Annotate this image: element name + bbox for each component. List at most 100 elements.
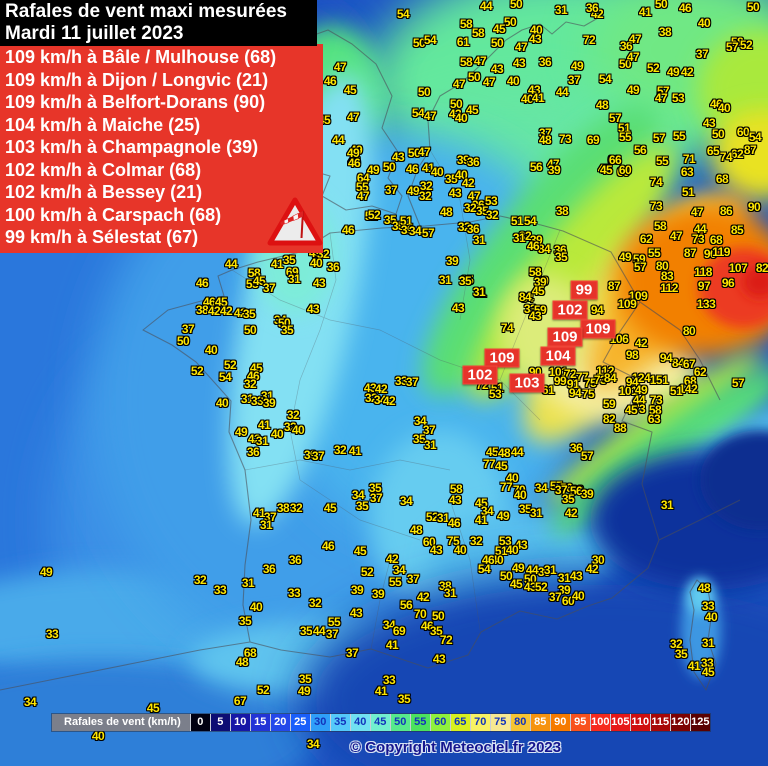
station-value: 31 [260, 389, 274, 403]
station-value: 43 [349, 606, 363, 620]
station-value: 86 [719, 204, 733, 218]
station-value: 53 [484, 194, 498, 208]
station-value: 36 [246, 445, 260, 459]
station-value: 109 [617, 297, 637, 311]
station-value: 32 [418, 189, 432, 203]
station-value: 49 [234, 425, 248, 439]
station-value: 32 [308, 596, 322, 610]
station-value: 58 [459, 55, 473, 69]
station-value: 84 [671, 356, 685, 370]
station-value: 46 [709, 97, 723, 111]
station-value: 33 [250, 394, 264, 408]
record-line: 109 km/h à Dijon / Longvic (21) [5, 69, 269, 90]
station-value: 39 [537, 565, 551, 579]
station-value: 37 [554, 483, 568, 497]
station-value: 38 [555, 204, 569, 218]
station-value: 43 [391, 150, 405, 164]
station-value: 35 [282, 253, 296, 267]
station-value: 73 [593, 373, 607, 387]
station-value: 36 [553, 243, 567, 257]
station-value: 39 [303, 448, 317, 462]
station-value: 57 [608, 111, 622, 125]
station-value: 52 [190, 364, 204, 378]
station-value: 42 [385, 552, 399, 566]
station-value: 33 [394, 374, 408, 388]
highlight-value: 103 [509, 373, 545, 393]
station-value: 67 [682, 357, 696, 371]
station-value: 42 [219, 304, 233, 318]
station-value: 58 [471, 26, 485, 40]
station-value: 90 [747, 200, 761, 214]
station-value: 45 [701, 665, 715, 679]
station-value: 53 [671, 91, 685, 105]
station-value: 37 [181, 322, 195, 336]
station-value: 96 [721, 276, 735, 290]
station-value: 60 [561, 594, 575, 608]
highlight-value: 109 [547, 327, 583, 347]
station-value: 40 [291, 423, 305, 437]
station-value: 82 [755, 261, 768, 275]
station-value: 77 [575, 370, 589, 384]
station-value: 47 [669, 229, 683, 243]
station-value: 41 [374, 684, 388, 698]
station-value: 41 [252, 506, 266, 520]
station-value: 42 [680, 65, 694, 79]
station-value: 40 [204, 343, 218, 357]
station-value: 69 [586, 133, 600, 147]
station-value: 46 [447, 516, 461, 530]
station-value: 43 [448, 186, 462, 200]
station-value: 42 [382, 394, 396, 408]
station-value: 36 [538, 55, 552, 69]
station-value: 34 [408, 224, 422, 238]
station-value: 50 [467, 70, 481, 84]
station-value: 37 [311, 449, 325, 463]
station-value: 39 [456, 153, 470, 167]
legend-cell: 25 [289, 714, 310, 731]
station-value: 64 [356, 171, 370, 185]
station-value: 46 [405, 162, 419, 176]
station-value: 62 [730, 147, 744, 161]
station-value: 40 [506, 74, 520, 88]
station-value: 55 [647, 246, 661, 260]
station-value: 41 [638, 5, 652, 19]
station-value: 68 [709, 233, 723, 247]
station-value: 73 [632, 402, 646, 416]
station-value: 50 [499, 569, 513, 583]
station-value: 32 [333, 443, 347, 457]
department-borders [231, 149, 561, 650]
legend-cell: 70 [469, 714, 490, 731]
legend-cell: 40 [349, 714, 370, 731]
station-value: 35 [429, 624, 443, 638]
station-value: 55 [355, 180, 369, 194]
station-value: 49 [406, 184, 420, 198]
station-value: 57 [549, 479, 563, 493]
station-value: 37 [262, 281, 276, 295]
station-value: 46 [341, 223, 355, 237]
station-value: 43 [490, 62, 504, 76]
station-value: 70 [512, 483, 526, 497]
station-value: 41 [257, 418, 271, 432]
station-value: 35 [412, 432, 426, 446]
station-value: 35 [280, 323, 294, 337]
station-value: 36 [619, 39, 633, 53]
station-value: 43 [512, 56, 526, 70]
station-value: 31 [255, 434, 269, 448]
station-value: 32 [457, 220, 471, 234]
station-value: 112 [660, 281, 678, 295]
station-value: 46 [678, 1, 692, 15]
station-value: 40 [270, 427, 284, 441]
station-value: 58 [449, 482, 463, 496]
record-line: 100 km/h à Carspach (68) [5, 204, 222, 225]
station-value: 47 [546, 157, 560, 171]
station-value: 39 [400, 223, 414, 237]
station-value: 41 [531, 91, 545, 105]
station-value: 77 [482, 457, 496, 471]
station-value: 56 [633, 143, 647, 157]
station-value: 51 [617, 121, 631, 135]
station-value: 52 [534, 580, 548, 594]
legend-cell: 65 [449, 714, 470, 731]
records-panel: 109 km/h à Bâle / Mulhouse (68) 109 km/h … [0, 44, 323, 253]
station-value: 31 [259, 518, 273, 532]
station-value: 33 [523, 302, 537, 316]
station-value: 46 [195, 276, 209, 290]
